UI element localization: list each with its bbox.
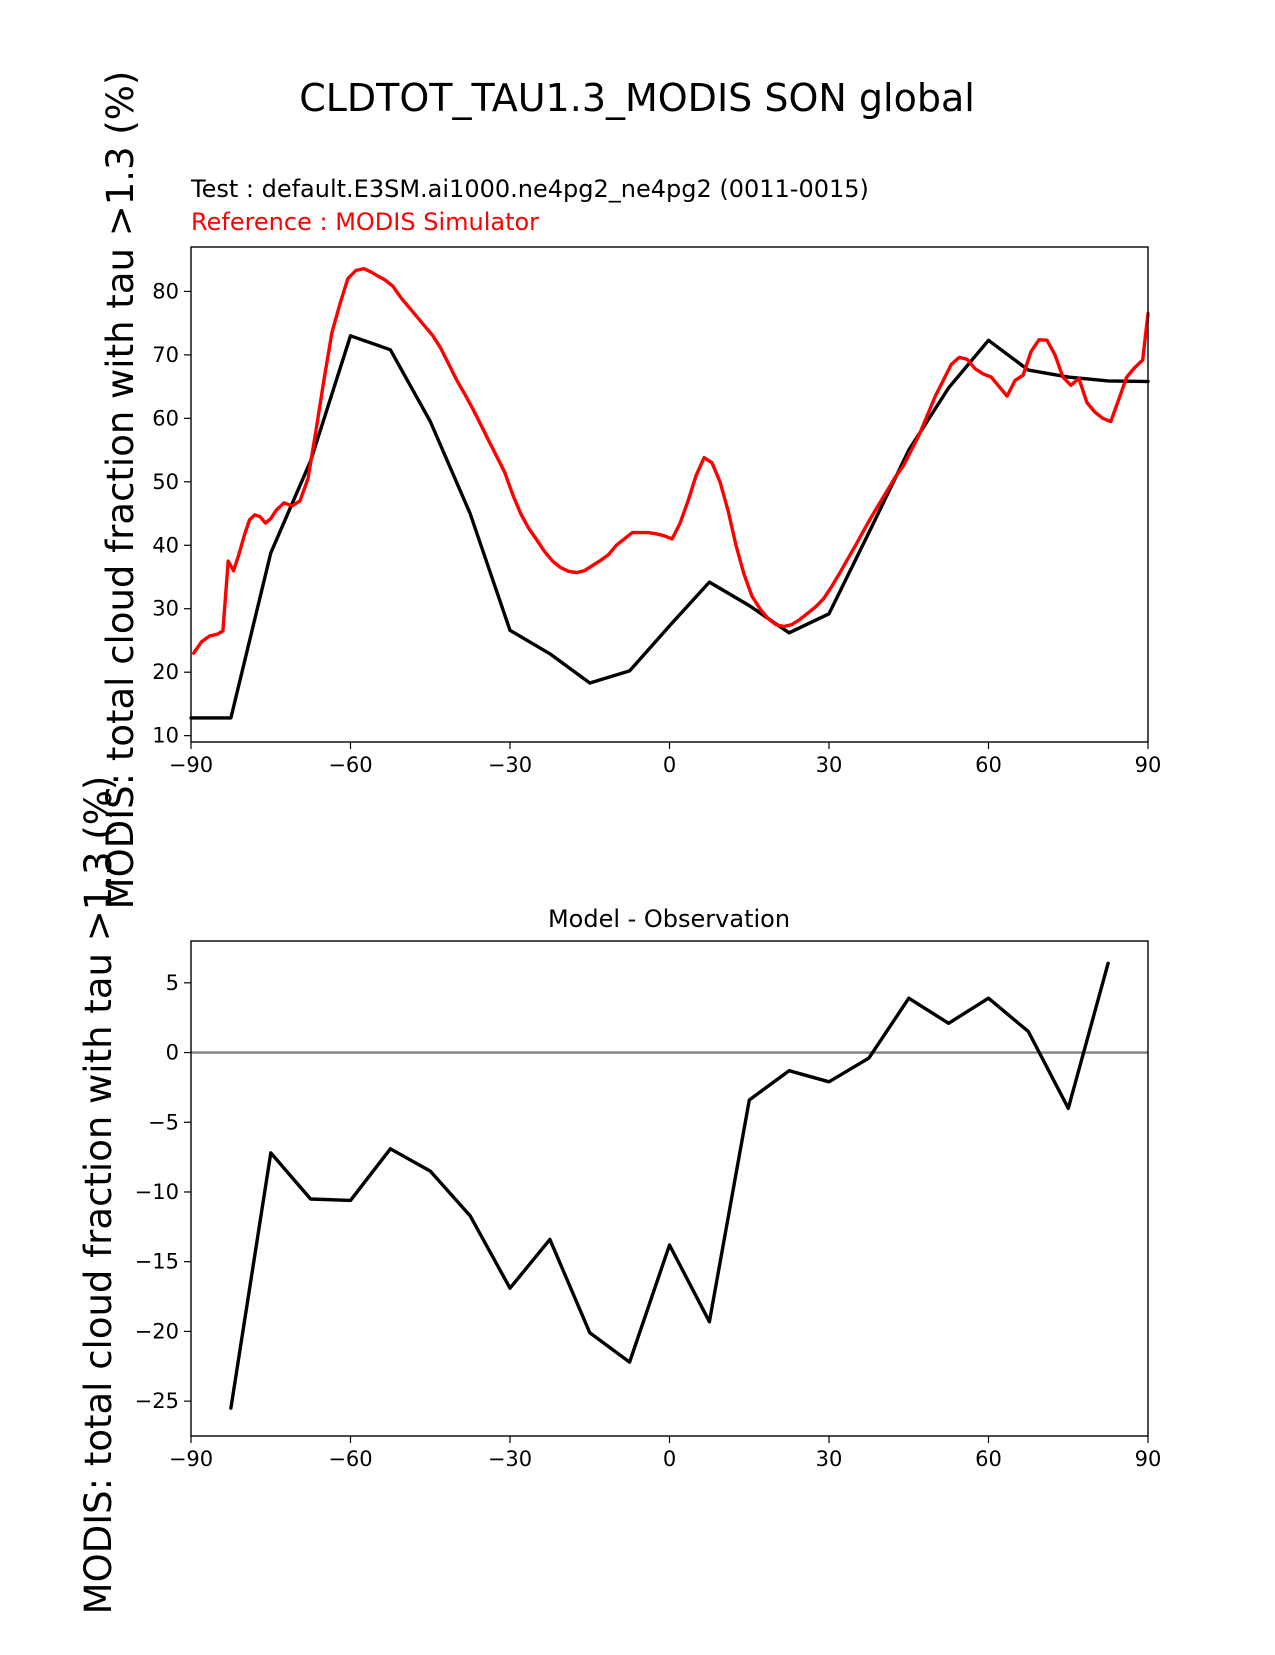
y-tick-label: 80 bbox=[152, 279, 179, 303]
x-tick-label: 60 bbox=[975, 1447, 1002, 1471]
x-tick-label: −90 bbox=[169, 753, 213, 777]
x-tick-label: 60 bbox=[975, 753, 1002, 777]
x-tick-label: 0 bbox=[663, 753, 676, 777]
y-tick-label: −10 bbox=[135, 1180, 179, 1204]
test-series-line bbox=[189, 334, 1150, 720]
zonal-mean-plot: −90 −60 −30 0 30 60 90 10 20 30 40 50 60 70 80 bbox=[152, 246, 1162, 777]
x-tick-label: 90 bbox=[1135, 1447, 1162, 1471]
y-tick-label: 0 bbox=[166, 1041, 179, 1065]
subtitle-reference: Reference : MODIS Simulator bbox=[191, 208, 539, 236]
subplot-title-difference: Model - Observation bbox=[548, 905, 790, 933]
y-tick-label: 10 bbox=[152, 724, 179, 748]
x-tick-label: 0 bbox=[663, 1447, 676, 1471]
y-tick-label: 5 bbox=[166, 971, 179, 995]
difference-plot: −90 −60 −30 0 30 60 90 5 0 −5 −10 −15 −20 −25 bbox=[135, 940, 1162, 1471]
reference-series-line bbox=[191, 266, 1150, 655]
y-tick-label: 70 bbox=[152, 343, 179, 367]
x-tick-label: −60 bbox=[328, 1447, 372, 1471]
difference-series-line bbox=[229, 961, 1110, 1410]
x-tick-label: −90 bbox=[169, 1447, 213, 1471]
x-tick-label: −30 bbox=[488, 753, 532, 777]
x-tick-label: 30 bbox=[816, 1447, 843, 1471]
y-axis-label-bottom: MODIS: total cloud fraction with tau >1.… bbox=[77, 776, 120, 1615]
y-tick-label: −20 bbox=[135, 1319, 179, 1343]
x-tick-label: −60 bbox=[328, 753, 372, 777]
subtitle-test: Test : default.E3SM.ai1000.ne4pg2_ne4pg2… bbox=[190, 175, 869, 203]
figure-title: CLDTOT_TAU1.3_MODIS SON global bbox=[299, 76, 975, 120]
y-tick-label: −5 bbox=[148, 1110, 179, 1134]
x-tick-label: −30 bbox=[488, 1447, 532, 1471]
x-tick-label: 30 bbox=[816, 753, 843, 777]
y-tick-label: −15 bbox=[135, 1250, 179, 1274]
x-tick-label: 90 bbox=[1135, 753, 1162, 777]
y-tick-label: 50 bbox=[152, 470, 179, 494]
y-tick-label: 20 bbox=[152, 660, 179, 684]
y-tick-label: 60 bbox=[152, 406, 179, 430]
y-axis-label-top: MODIS: total cloud fraction with tau >1.… bbox=[99, 71, 142, 910]
y-tick-label: 40 bbox=[152, 533, 179, 557]
y-tick-label: 30 bbox=[152, 597, 179, 621]
y-tick-label: −25 bbox=[135, 1389, 179, 1413]
